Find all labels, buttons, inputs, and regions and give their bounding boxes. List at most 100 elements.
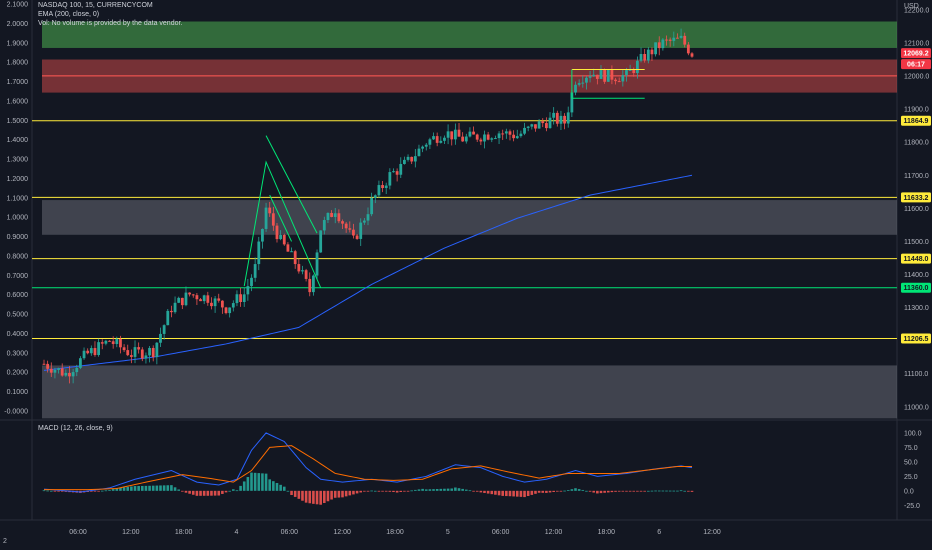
macd-axis-label: 100.0 [904,430,922,437]
candle-body [231,303,235,308]
macd-histogram-bar [563,490,566,492]
candle-body [115,339,119,344]
time-axis-label: 12:00 [122,529,140,536]
candle-body [46,363,50,369]
macd-histogram-bar [90,490,93,492]
candle-body [388,172,392,186]
candle-body [108,340,111,342]
macd-histogram-bar [122,487,126,491]
macd-histogram-bar [443,488,446,491]
macd-histogram-bar [312,490,315,504]
candle-body [261,228,264,242]
candle-body [170,310,173,313]
candle-body [413,156,417,162]
macd-histogram-bar [315,490,319,505]
candle-body [68,372,71,377]
macd-histogram-bar [370,490,373,492]
candle-body [570,92,574,113]
corner-label[interactable]: 2 [3,538,7,545]
macd-histogram-bar [523,490,526,498]
candle-body [544,123,548,129]
candle-body [632,69,636,74]
candle-body [93,348,97,356]
flag-pattern-inner-line[interactable] [269,194,293,242]
macd-histogram-bar [188,490,191,494]
macd-histogram-bar [464,489,468,491]
candle-body [534,124,537,129]
macd-histogram-bar [221,490,224,494]
macd-histogram-bar [566,490,570,491]
candle-body [599,69,603,79]
symbol-title[interactable]: NASDAQ 100, 15, CURRENCYCOM [38,2,153,9]
time-axis-label: 18:00 [175,529,193,536]
candle-body [639,53,643,61]
candle-body [461,136,465,142]
macd-histogram-bar [596,490,599,494]
macd-histogram-bar [585,490,588,492]
macd-histogram-bar [497,490,501,496]
candle-body [348,228,352,230]
zone-supply-0 [42,21,897,48]
candle-body [395,171,399,175]
candle-body [341,221,344,224]
candle-body [421,146,425,149]
macd-legend[interactable]: MACD (12, 26, close, 9) [38,425,113,432]
currency-label[interactable]: USD [904,3,919,10]
price-axis-label: 12200.0 [904,7,929,14]
candle-body [650,49,654,55]
candle-body [643,53,647,61]
candle-body [177,297,181,303]
macd-histogram-bar [319,490,322,505]
macd-histogram-bar [181,490,184,492]
candle-body [439,140,443,143]
macd-histogram-bar [64,490,68,492]
left-axis-label: 1.7000 [7,79,29,86]
ema-legend[interactable]: EMA (200, close, 0) [38,11,100,18]
macd-histogram-bar [250,472,253,491]
grid [0,0,932,521]
candle-body [279,234,283,240]
candle-body [526,126,530,128]
macd-histogram-bar [381,490,384,492]
macd-histogram-bar [330,490,333,500]
candle-body [614,79,617,82]
candle-body [676,37,679,39]
macd-histogram-bar [668,490,672,492]
drawings[interactable] [243,68,645,288]
macd-histogram-bar [359,490,363,493]
macd-histogram-bar [457,488,461,491]
macd-histogram-bar [446,488,450,491]
macd-histogram-bar [657,490,661,492]
candle-body [446,131,450,138]
candle-body [242,294,246,302]
candle-body [610,69,614,80]
candle-body [253,264,257,278]
price-tag-bg [901,282,931,293]
macd-histogram-bar [213,490,217,496]
horizontal-levels[interactable] [32,120,897,339]
price-axis-label: 11600.0 [904,206,929,213]
flag-pattern-upper-line[interactable] [265,135,318,234]
time-axis-label: 18:00 [598,529,616,536]
candle-body [148,347,151,356]
left-axis-label: 2.0000 [7,21,29,28]
left-axis-label: 0.6000 [7,292,29,299]
ema-line [43,174,693,371]
flag-pattern-line[interactable] [243,160,322,288]
candle-body [504,131,508,134]
macd-histogram-bar [282,486,286,491]
macd-histogram-bar [337,490,341,498]
macd-histogram-bar [515,490,519,497]
macd-histogram-bar [468,490,472,492]
price-axis-label: 11400.0 [904,272,929,279]
macd-histogram-bar [614,490,617,492]
macd-histogram-bar [494,490,497,495]
macd-histogram-bar [293,490,297,497]
candle-body [86,350,90,354]
candle-body [628,69,632,71]
candle-body [224,307,228,314]
price-tag-bg [901,333,931,344]
candle-body [275,225,279,240]
candle-body [144,355,148,359]
